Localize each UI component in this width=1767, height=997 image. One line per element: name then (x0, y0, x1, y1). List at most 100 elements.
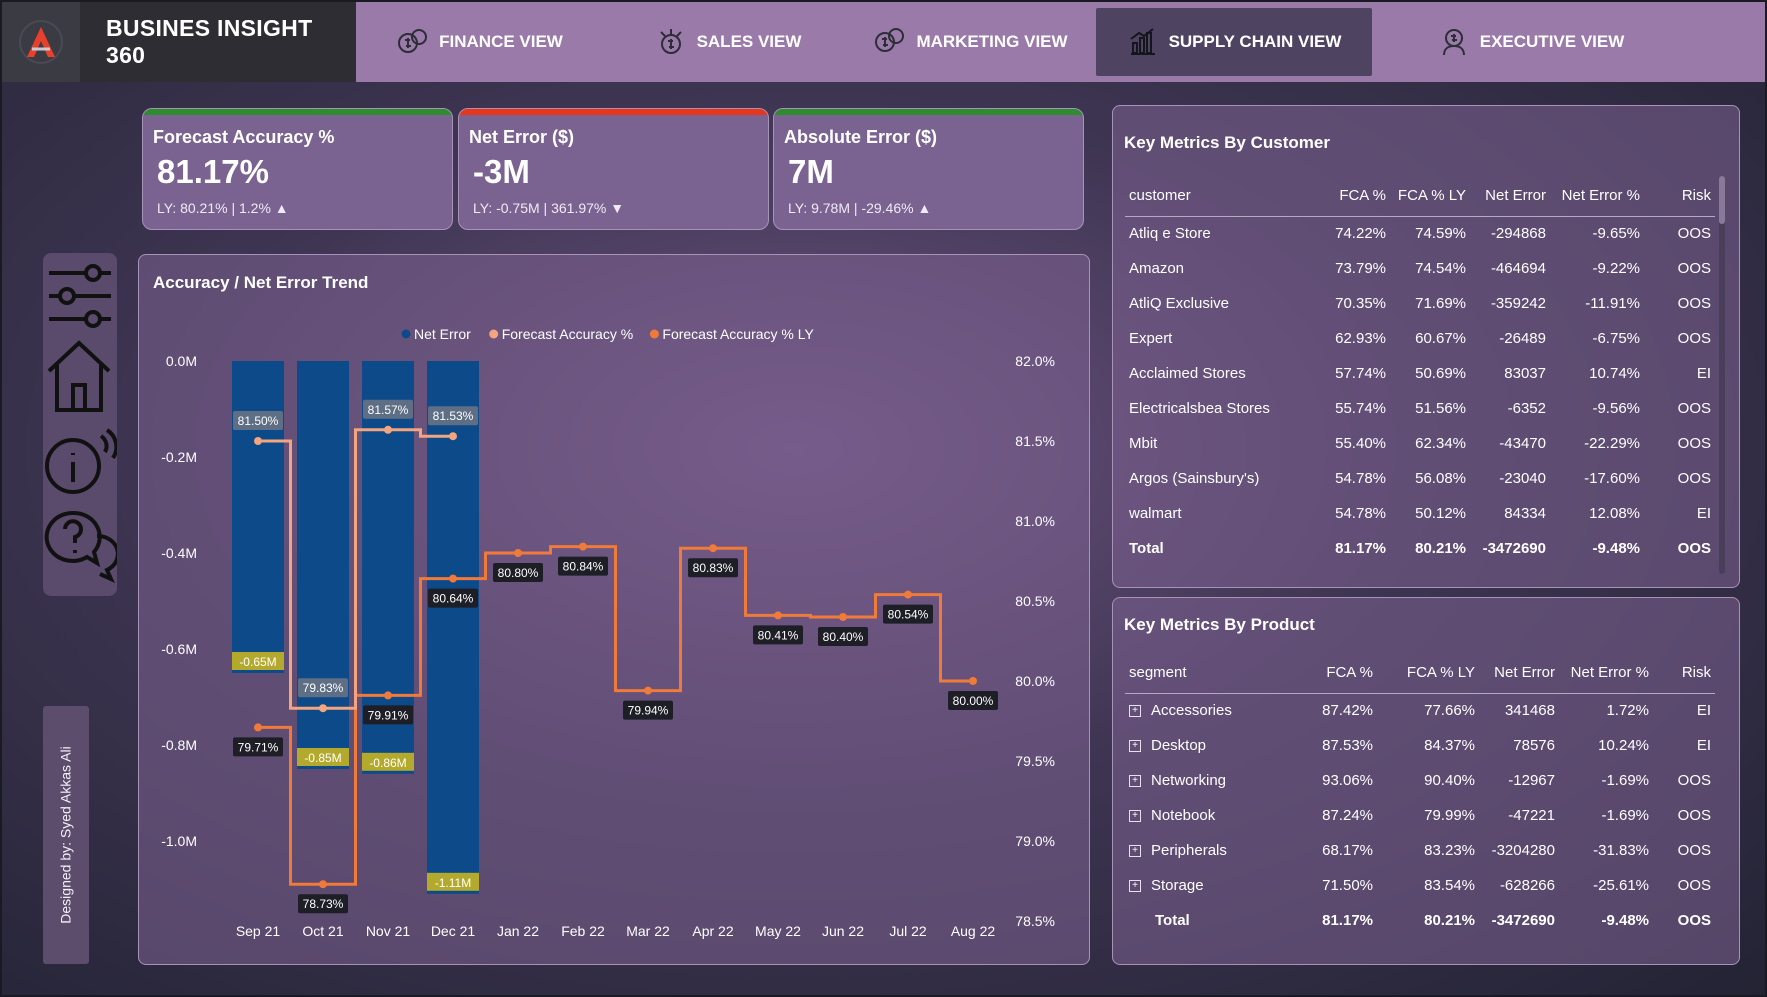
column-header[interactable]: FCA % (1301, 653, 1377, 694)
x-axis-tick: Oct 21 (302, 923, 343, 939)
finance-icon (398, 29, 428, 53)
table-cell: 68.17% (1322, 842, 1373, 859)
info-icon[interactable] (45, 428, 119, 494)
table-cell: 87.42% (1322, 702, 1373, 720)
line-point[interactable] (514, 549, 522, 557)
table-cell: 60.67% (1415, 330, 1466, 347)
app-logo[interactable] (2, 2, 80, 82)
table-cell: Mbit (1129, 435, 1158, 452)
kpi-net-error[interactable]: Net Error ($) -3M LY: -0.75M | 361.97% ▼ (458, 108, 769, 230)
data-label: 80.84% (563, 560, 604, 574)
table-cell: -3472690 (1482, 540, 1546, 557)
column-header[interactable]: Net Error % (1550, 176, 1644, 217)
column-header[interactable]: Net Error % (1559, 653, 1653, 694)
line-point[interactable] (319, 704, 327, 713)
expand-icon[interactable]: + (1129, 705, 1141, 718)
tab-marketing-view[interactable]: MARKETING VIEW (852, 2, 1090, 82)
table-cell: 83.54% (1424, 877, 1475, 894)
net-error-bar[interactable] (232, 361, 284, 673)
expand-icon[interactable]: + (1129, 775, 1141, 788)
expand-icon[interactable]: + (1129, 880, 1141, 893)
line-point[interactable] (319, 880, 327, 889)
tab-executive-view[interactable]: EXECUTIVE VIEW (1378, 2, 1684, 82)
table-header-row: customer FCA % FCA % LY Net Error Net Error … (1125, 176, 1715, 217)
legend-label: Forecast Accuracy % LY (662, 326, 814, 342)
scrollbar-thumb[interactable] (1719, 176, 1725, 224)
kpi-status-bar (459, 109, 768, 115)
line-point[interactable] (839, 613, 847, 621)
line-point[interactable] (384, 691, 392, 700)
line-point[interactable] (254, 437, 262, 445)
line-point[interactable] (449, 574, 457, 583)
table-row[interactable]: AtliQ Exclusive 70.35% 71.69% -359242 -11.91… (1125, 286, 1715, 321)
column-header[interactable]: Net Error (1479, 653, 1559, 694)
table-row[interactable]: + Accessories 87.42% 77.66% 341468 1.72% EI (1125, 693, 1715, 728)
table-row[interactable]: Expert 62.93% 60.67% -26489 -6.75% OOS (1125, 321, 1715, 356)
table-total-row[interactable]: Total 81.17% 80.21% -3472690 -9.48% OOS (1125, 531, 1715, 566)
kpi-absolute-error[interactable]: Absolute Error ($) 7M LY: 9.78M | -29.46… (773, 108, 1084, 230)
designer-signature: Designed by: Syed Akkas Ali (43, 706, 89, 964)
column-header[interactable]: FCA % LY (1390, 176, 1470, 217)
filter-sliders-icon[interactable] (49, 264, 111, 328)
x-axis-tick: Jan 22 (497, 923, 539, 939)
help-chat-icon[interactable] (44, 510, 120, 583)
home-icon[interactable] (47, 340, 111, 412)
column-header[interactable]: FCA % LY (1377, 653, 1479, 694)
x-axis-tick: Mar 22 (626, 923, 670, 939)
line-point[interactable] (904, 590, 912, 599)
product-table-title: Key Metrics By Product (1124, 615, 1315, 634)
data-label: 79.71% (238, 740, 279, 754)
line-point[interactable] (384, 425, 392, 434)
table-cell: -22.29% (1584, 435, 1640, 452)
product-table[interactable]: segment FCA % FCA % LY Net Error Net Error %… (1125, 653, 1715, 938)
line-point[interactable] (774, 611, 782, 620)
data-label: 81.57% (368, 403, 409, 417)
table-row[interactable]: + Peripherals 68.17% 83.23% -3204280 -31.83% O… (1125, 833, 1715, 868)
customer-table-scrollbar[interactable] (1719, 176, 1725, 574)
table-row[interactable]: Amazon 73.79% 74.54% -464694 -9.22% OOS (1125, 251, 1715, 286)
table-row[interactable]: Mbit 55.40% 62.34% -43470 -22.29% OOS (1125, 426, 1715, 461)
table-cell: -6352 (1507, 400, 1546, 417)
left-axis-tick: 0.0M (166, 353, 197, 369)
net-error-bar[interactable] (297, 361, 349, 769)
table-total-row[interactable]: Total 81.17% 80.21% -3472690 -9.48% OOS (1125, 903, 1715, 938)
data-label: 81.53% (433, 409, 474, 423)
kpi-subtext: LY: 80.21% | 1.2% ▲ (157, 200, 289, 216)
table-row[interactable]: + Storage 71.50% 83.54% -628266 -25.61% OOS (1125, 868, 1715, 903)
tab-supply-chain-view[interactable]: SUPPLY CHAIN VIEW (1096, 8, 1372, 76)
column-header[interactable]: Risk (1644, 176, 1715, 217)
table-row[interactable]: walmart 54.78% 50.12% 84334 12.08% EI (1125, 496, 1715, 531)
table-cell: 71.69% (1415, 295, 1466, 312)
line-point[interactable] (254, 723, 262, 732)
table-cell: 78576 (1513, 737, 1555, 754)
column-header[interactable]: Net Error (1470, 176, 1550, 217)
table-row[interactable]: + Notebook 87.24% 79.99% -47221 -1.69% OOS (1125, 798, 1715, 833)
table-row[interactable]: + Networking 93.06% 90.40% -12967 -1.69% OOS (1125, 763, 1715, 798)
line-point[interactable] (644, 686, 652, 695)
line-point[interactable] (449, 432, 457, 441)
line-point[interactable] (709, 544, 717, 553)
expand-icon[interactable]: + (1129, 845, 1141, 858)
expand-icon[interactable]: + (1129, 810, 1141, 823)
tab-sales-view[interactable]: SALES VIEW (604, 2, 852, 82)
line-point[interactable] (969, 677, 977, 685)
tab-finance-view[interactable]: FINANCE VIEW (356, 2, 604, 82)
table-row[interactable]: Argos (Sainsbury's) 54.78% 56.08% -23040 -17… (1125, 461, 1715, 496)
column-header[interactable]: customer (1125, 176, 1310, 217)
column-header[interactable]: FCA % (1310, 176, 1390, 217)
line-point[interactable] (579, 542, 587, 551)
table-cell: OOS (1677, 225, 1711, 243)
expand-icon[interactable]: + (1129, 740, 1141, 753)
customer-table[interactable]: customer FCA % FCA % LY Net Error Net Error … (1125, 176, 1715, 566)
trend-chart[interactable]: 0.0M -0.2M -0.4M -0.6M -0.8M -1.0M 82.0% 81.5% 8… (139, 255, 1091, 966)
table-row[interactable]: Electricalsbea Stores 55.74% 51.56% -6352 -9… (1125, 391, 1715, 426)
net-error-bar[interactable] (427, 361, 479, 894)
column-header[interactable]: Risk (1653, 653, 1715, 694)
table-cell: -3472690 (1491, 912, 1555, 929)
table-row[interactable]: + Desktop 87.53% 84.37% 78576 10.24% EI (1125, 728, 1715, 763)
kpi-forecast-accuracy[interactable]: Forecast Accuracy % 81.17% LY: 80.21% | … (142, 108, 453, 230)
table-row[interactable]: Atliq e Store 74.22% 74.59% -294868 -9.65% OO… (1125, 216, 1715, 251)
table-cell: 90.40% (1424, 772, 1475, 789)
column-header[interactable]: segment (1125, 653, 1301, 694)
table-row[interactable]: Acclaimed Stores 57.74% 50.69% 83037 10.74% E… (1125, 356, 1715, 391)
